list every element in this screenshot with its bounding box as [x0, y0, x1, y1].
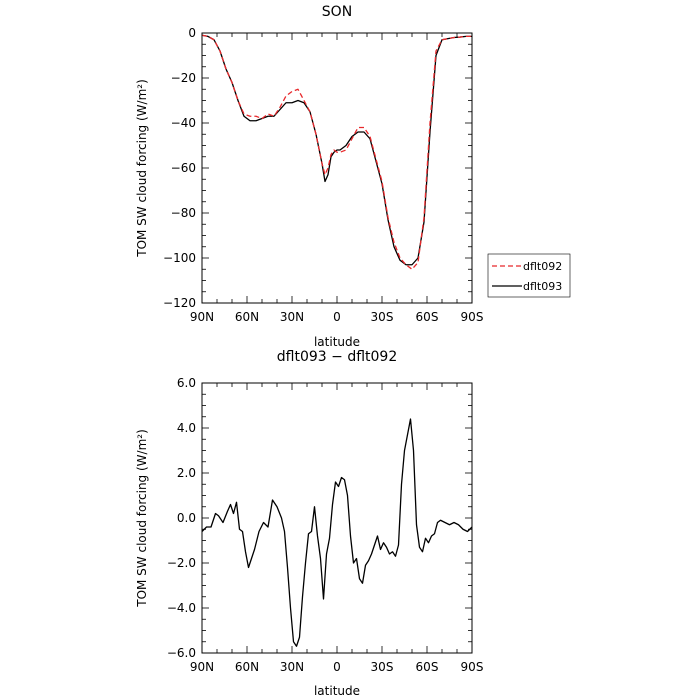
x-tick-label: 30N [280, 310, 304, 324]
y-tick-label: −60 [171, 161, 196, 175]
y-tick-label: −100 [163, 251, 196, 265]
legend: dflt092 dflt093 [487, 253, 571, 298]
y-tick-label: −120 [163, 296, 196, 310]
ticks-top: 90N 60N 30N 0 30S 60S 90S 0 −20 −40 −60 −80 −100 −120 [163, 26, 483, 324]
y-tick-label: −2.0 [167, 556, 196, 570]
x-tick-label: 0 [333, 660, 341, 674]
x-tick-label: 30N [280, 660, 304, 674]
series-line-dflt092 [201, 34, 472, 270]
plot-area-top [201, 34, 472, 270]
y-axis-label-bottom: TOM SW cloud forcing (W/m²) [135, 429, 149, 608]
x-tick-label: 60S [416, 660, 439, 674]
series-line-bottom [201, 418, 473, 647]
chart-title-top: SON [322, 4, 352, 20]
x-axis-label-bottom: latitude [314, 684, 360, 698]
x-tick-label: 30S [371, 660, 394, 674]
x-tick-label: 60S [416, 310, 439, 324]
x-tick-label: 90S [461, 310, 484, 324]
x-tick-label: 60N [235, 660, 259, 674]
plot-frame-top [201, 32, 473, 304]
x-tick-label: 90N [190, 310, 214, 324]
y-tick-label: −4.0 [167, 601, 196, 615]
y-tick-label: −20 [171, 71, 196, 85]
legend-label-dflt093: dflt093 [523, 280, 562, 293]
y-tick-label: 6.0 [177, 376, 196, 390]
y-tick-label: 0 [188, 26, 196, 40]
x-tick-label: 60N [235, 310, 259, 324]
panel-bottom: dflt093 − dflt092 90N 60N 30N 0 30S 60S 90S 6.0… [135, 349, 483, 698]
y-tick-label: 0.0 [177, 511, 196, 525]
ticks-bottom: 90N 60N 30N 0 30S 60S 90S 6.0 4.0 2.0 0.0 −2.0 −4.0 −… [167, 376, 484, 674]
y-tick-label: −40 [171, 116, 196, 130]
legend-label-dflt092: dflt092 [523, 260, 562, 273]
x-tick-label: 30S [371, 310, 394, 324]
x-tick-label: 90S [461, 660, 484, 674]
chart-title-bottom: dflt093 − dflt092 [277, 349, 397, 365]
y-axis-label-top: TOM SW cloud forcing (W/m²) [135, 79, 149, 258]
x-tick-label: 90N [190, 660, 214, 674]
y-tick-label: −6.0 [167, 646, 196, 660]
y-tick-label: −80 [171, 206, 196, 220]
x-axis-label-top: latitude [314, 335, 360, 349]
y-tick-label: 4.0 [177, 421, 196, 435]
y-tick-label: 2.0 [177, 466, 196, 480]
plot-frame-bottom [201, 382, 473, 654]
panel-top: SON 90N 60N 30N 0 30S 60S 90S 0 −20 −40 −60 −80 −100… [135, 4, 571, 349]
plot-area-bottom [201, 418, 473, 647]
x-tick-label: 0 [333, 310, 341, 324]
legend-box [487, 253, 571, 298]
series-line-dflt093 [201, 34, 472, 266]
